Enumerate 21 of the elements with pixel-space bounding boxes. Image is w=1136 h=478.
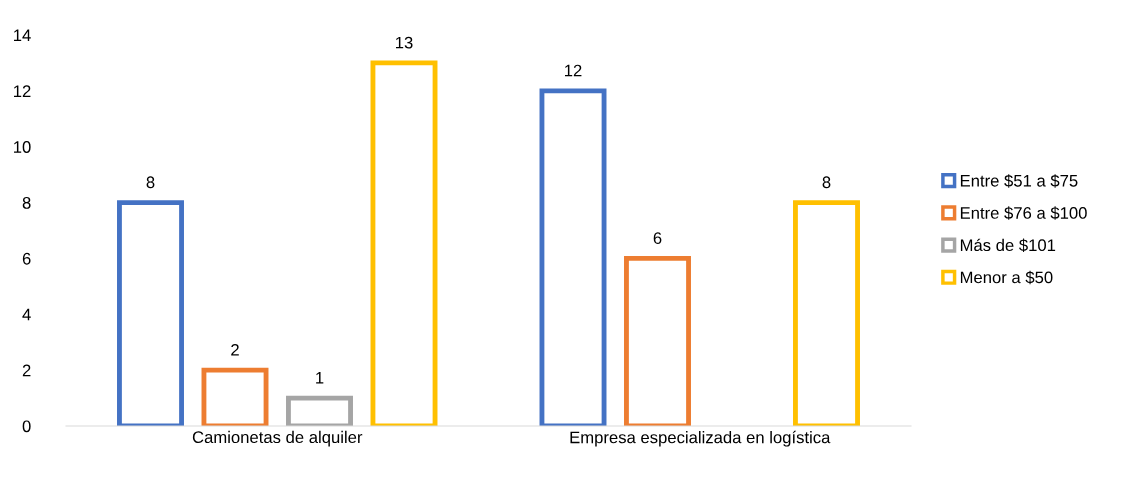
x-tick-label: Empresa especializada en logística [570,430,831,447]
y-tick-label: 14 [14,29,31,42]
data-label: 12 [565,64,582,77]
y-tick-label: 0 [22,420,31,433]
data-label: 13 [396,36,413,49]
data-label: 8 [146,176,155,189]
y-tick-label: 10 [14,141,31,153]
y-tick-label: 2 [22,364,31,377]
data-label: 2 [231,343,239,356]
y-tick-label: 12 [14,85,31,97]
data-label: 8 [822,176,831,189]
legend-label: Entre $76 a $100 [960,206,1087,220]
y-tick-label: 6 [22,252,31,265]
y-tick-label: 4 [22,308,31,321]
data-label: 1 [316,372,324,384]
x-tick-label: Camionetas de alquiler [192,430,363,447]
data-label: 6 [653,232,662,245]
legend-label: Más de $101 [960,238,1056,253]
y-tick-label: 8 [22,196,31,209]
legend-label: Menor a $50 [960,270,1053,285]
legend-label: Entre $51 a $75 [960,174,1078,188]
